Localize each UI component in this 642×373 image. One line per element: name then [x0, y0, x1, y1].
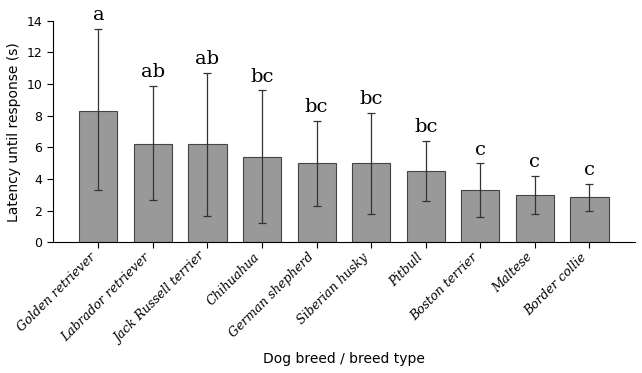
Text: c: c: [475, 141, 486, 159]
Text: bc: bc: [250, 68, 274, 86]
Bar: [243, 157, 281, 242]
Bar: [297, 163, 336, 242]
Bar: [134, 144, 172, 242]
Text: bc: bc: [414, 118, 438, 137]
X-axis label: Dog breed / breed type: Dog breed / breed type: [263, 352, 425, 366]
Text: ab: ab: [141, 63, 165, 81]
Bar: [352, 163, 390, 242]
Bar: [188, 144, 227, 242]
Text: c: c: [530, 153, 541, 171]
Text: bc: bc: [305, 98, 329, 116]
Bar: [406, 171, 445, 242]
Bar: [516, 195, 554, 242]
Text: bc: bc: [360, 90, 383, 108]
Bar: [79, 111, 117, 242]
Bar: [461, 190, 499, 242]
Text: ab: ab: [195, 50, 220, 68]
Y-axis label: Latency until response (s): Latency until response (s): [7, 42, 21, 222]
Bar: [570, 197, 609, 242]
Text: c: c: [584, 161, 595, 179]
Text: a: a: [92, 6, 104, 24]
